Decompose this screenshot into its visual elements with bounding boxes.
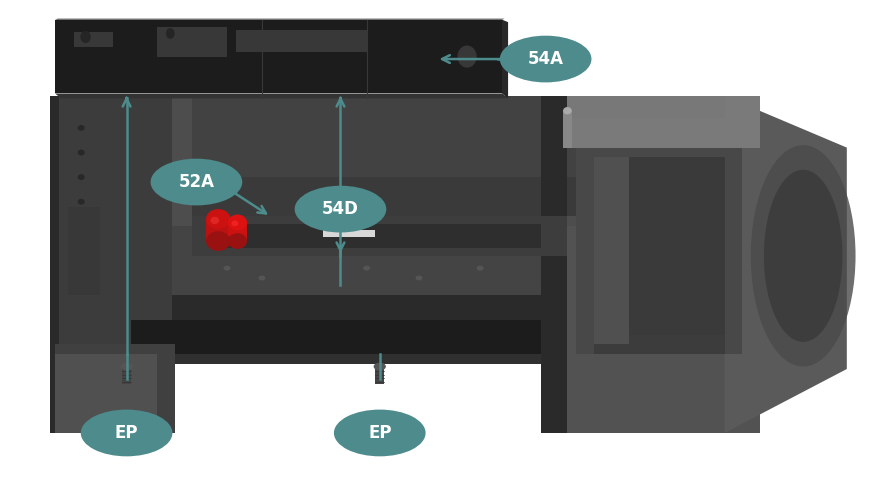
Polygon shape: [55, 20, 502, 93]
Ellipse shape: [120, 363, 133, 370]
Ellipse shape: [80, 31, 91, 43]
Ellipse shape: [228, 215, 247, 230]
Polygon shape: [131, 320, 637, 354]
Polygon shape: [172, 96, 192, 216]
Polygon shape: [236, 30, 367, 52]
Polygon shape: [55, 96, 175, 433]
Polygon shape: [68, 207, 100, 295]
Polygon shape: [594, 157, 725, 344]
Polygon shape: [502, 20, 508, 98]
Ellipse shape: [78, 258, 85, 264]
Ellipse shape: [210, 216, 219, 224]
Ellipse shape: [333, 409, 426, 457]
Polygon shape: [55, 93, 508, 98]
Polygon shape: [228, 222, 247, 241]
Polygon shape: [576, 148, 742, 354]
Polygon shape: [172, 177, 637, 216]
Polygon shape: [157, 27, 227, 57]
Polygon shape: [131, 354, 637, 364]
Ellipse shape: [206, 231, 230, 251]
Polygon shape: [567, 96, 760, 148]
Ellipse shape: [363, 266, 370, 271]
Text: EP: EP: [368, 424, 391, 442]
Polygon shape: [206, 219, 230, 241]
Ellipse shape: [563, 107, 572, 114]
Polygon shape: [192, 216, 567, 256]
Ellipse shape: [258, 276, 265, 280]
Ellipse shape: [78, 228, 85, 234]
Polygon shape: [541, 96, 567, 433]
Text: 54D: 54D: [322, 200, 359, 218]
Ellipse shape: [78, 199, 85, 205]
Ellipse shape: [295, 185, 386, 233]
Polygon shape: [172, 96, 637, 177]
Text: 52A: 52A: [178, 173, 215, 191]
Ellipse shape: [231, 220, 238, 226]
Polygon shape: [172, 216, 637, 295]
Polygon shape: [567, 96, 725, 118]
Polygon shape: [541, 96, 760, 433]
Polygon shape: [375, 367, 384, 384]
Ellipse shape: [78, 150, 85, 155]
Polygon shape: [172, 216, 637, 226]
Ellipse shape: [223, 266, 230, 271]
Ellipse shape: [477, 266, 484, 271]
Ellipse shape: [751, 145, 856, 367]
Polygon shape: [563, 111, 572, 148]
Polygon shape: [725, 96, 847, 433]
Ellipse shape: [228, 233, 247, 249]
Ellipse shape: [457, 45, 477, 67]
Ellipse shape: [206, 209, 230, 229]
Text: EP: EP: [115, 424, 138, 442]
Polygon shape: [594, 157, 629, 344]
Polygon shape: [74, 32, 113, 47]
Polygon shape: [55, 19, 505, 20]
Ellipse shape: [80, 409, 173, 457]
Polygon shape: [50, 96, 59, 433]
Text: 54A: 54A: [527, 50, 564, 68]
Polygon shape: [218, 224, 541, 248]
Polygon shape: [172, 295, 637, 320]
Ellipse shape: [78, 174, 85, 180]
Ellipse shape: [416, 276, 423, 280]
Polygon shape: [55, 344, 175, 433]
Ellipse shape: [374, 363, 386, 370]
Polygon shape: [172, 295, 637, 335]
Ellipse shape: [166, 28, 175, 39]
Polygon shape: [594, 335, 725, 354]
Ellipse shape: [764, 170, 842, 342]
Ellipse shape: [499, 35, 592, 83]
Polygon shape: [55, 354, 157, 433]
Polygon shape: [122, 367, 131, 384]
Polygon shape: [323, 230, 375, 237]
Ellipse shape: [151, 158, 243, 206]
Ellipse shape: [78, 125, 85, 131]
